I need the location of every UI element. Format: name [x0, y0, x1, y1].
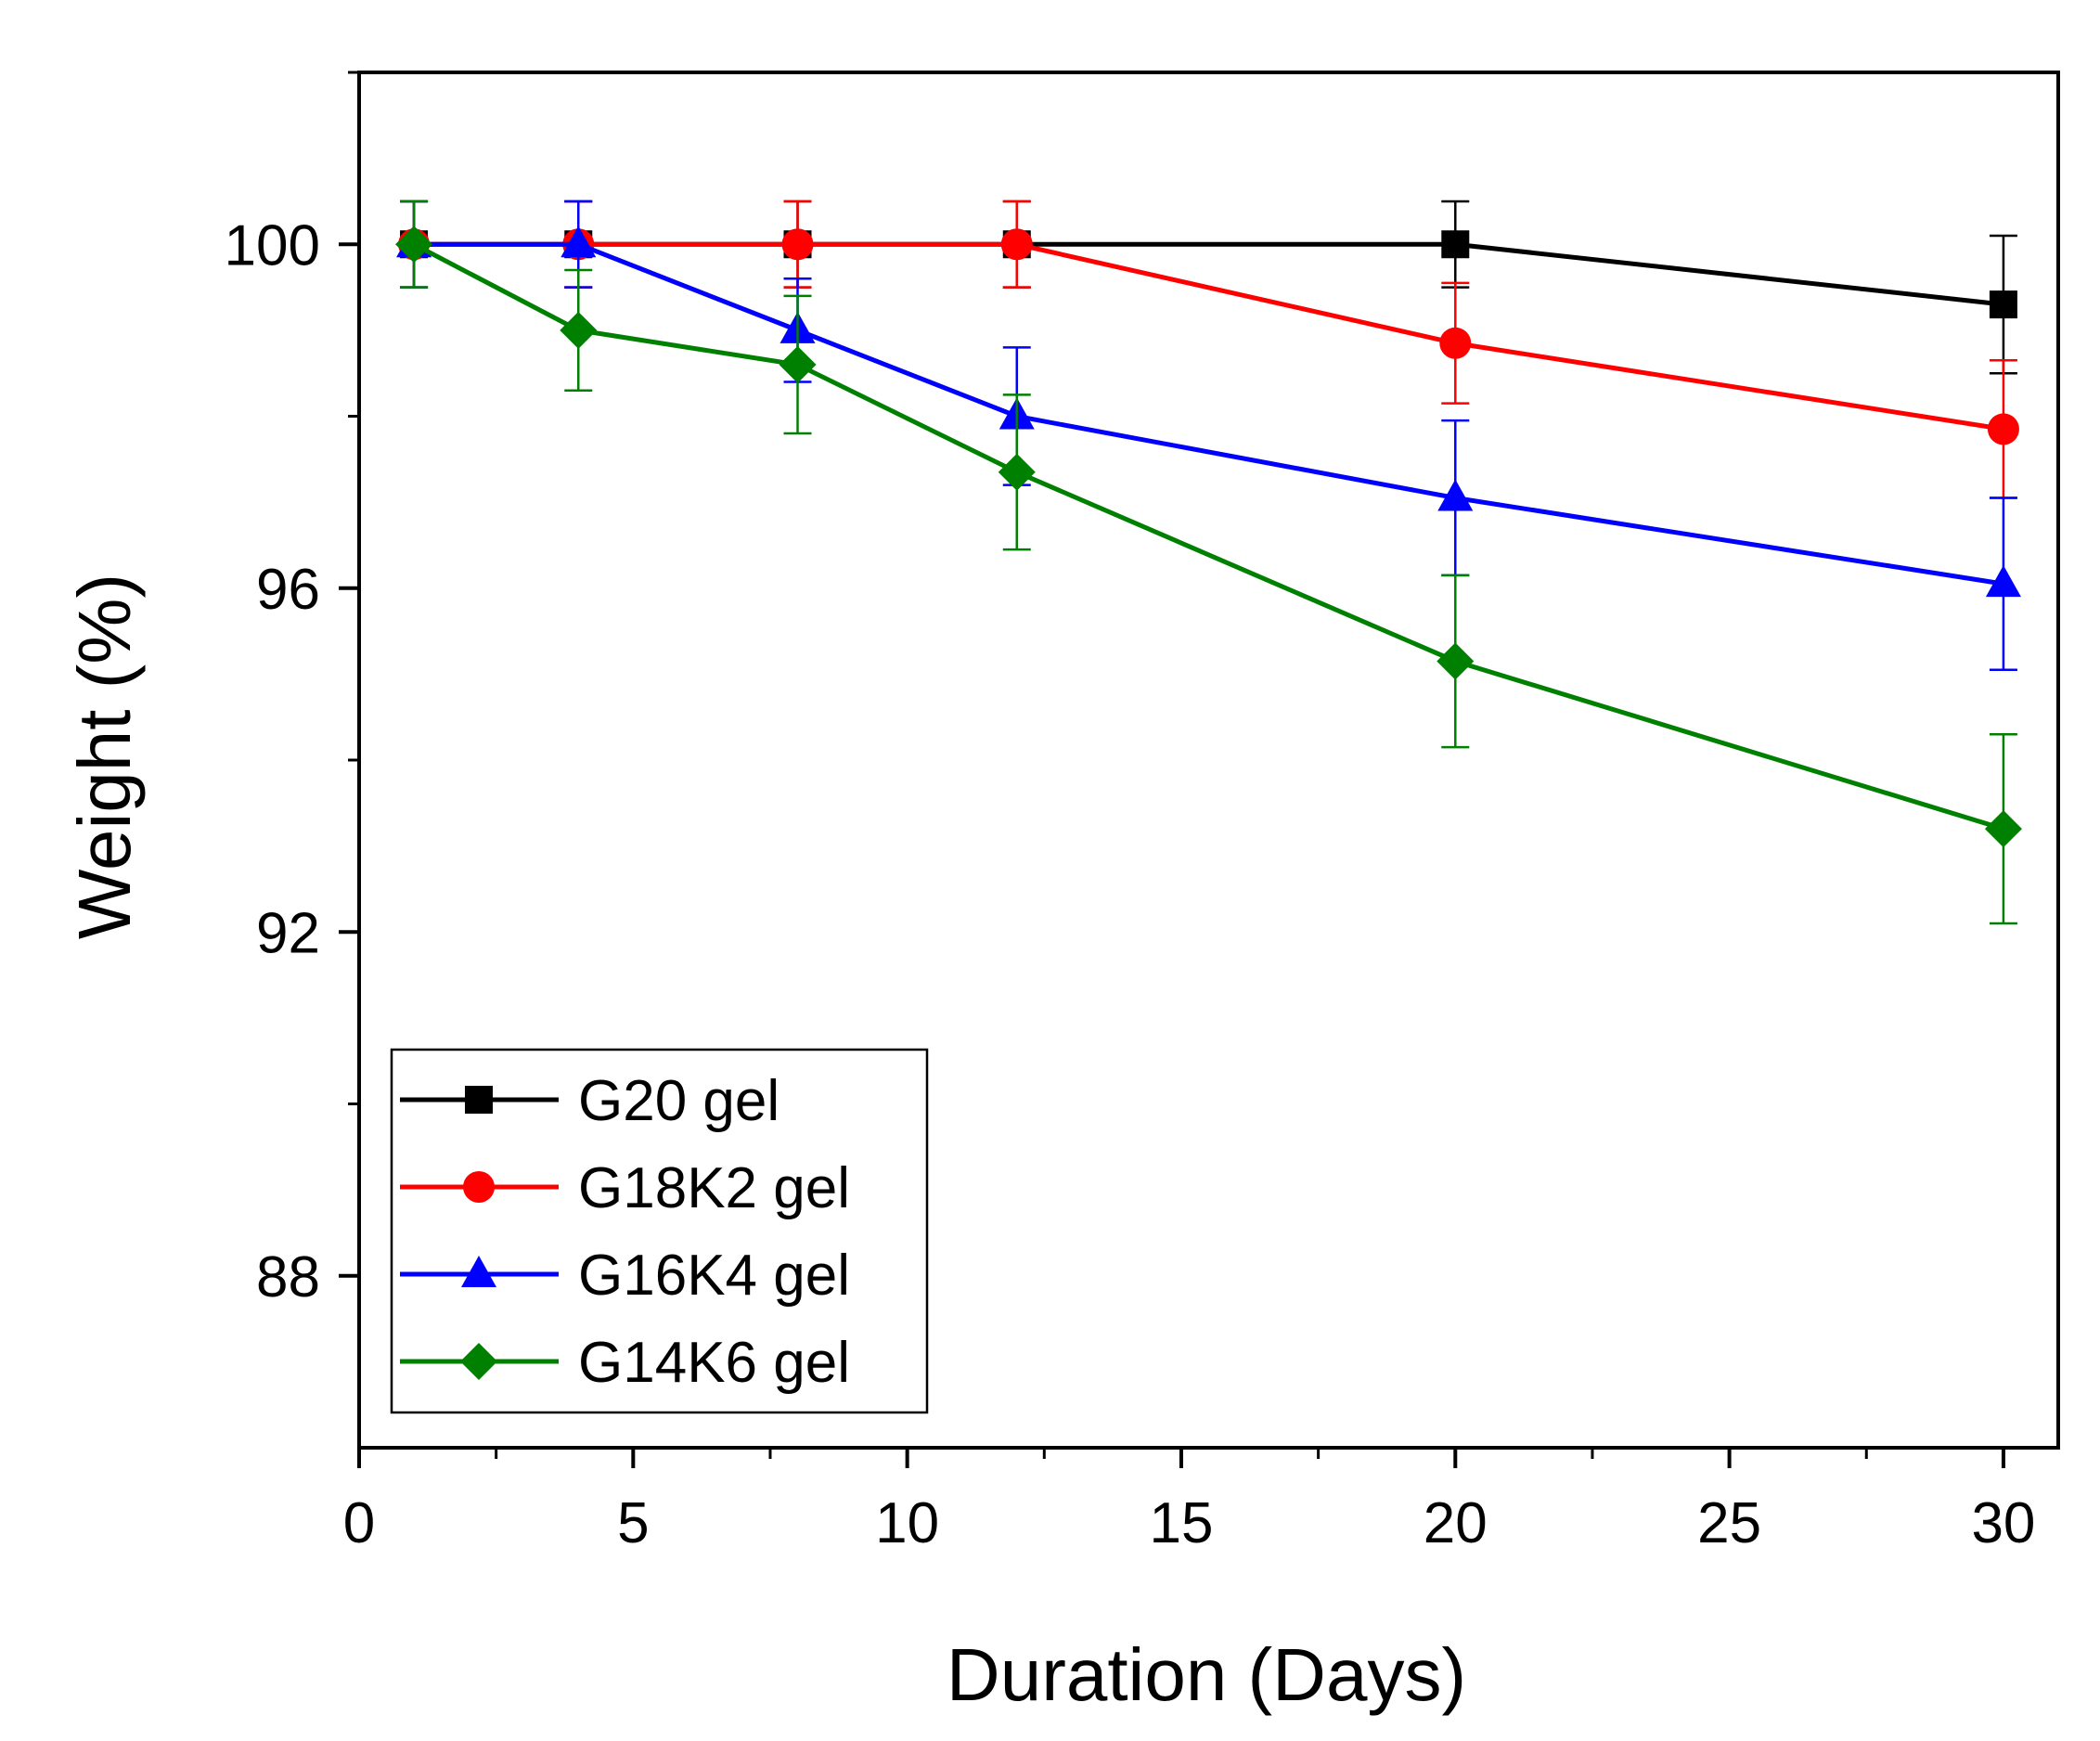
data-point: [1989, 290, 2017, 319]
data-point: [1985, 565, 2021, 598]
series-g16k4-gel: [396, 200, 2021, 671]
x-tick-label: 15: [1149, 1491, 1213, 1555]
series-layer: [395, 200, 2022, 925]
x-axis-title: Duration (Days): [947, 1633, 1466, 1716]
data-point: [560, 226, 597, 258]
legend-item-g16k4-gel: G16K4 gel: [400, 1244, 850, 1308]
data-point: [998, 453, 1036, 491]
legend-marker: [465, 1086, 493, 1114]
x-tick-label: 10: [875, 1491, 939, 1555]
x-tick-label: 25: [1697, 1491, 1761, 1555]
y-tick-label: 100: [225, 213, 320, 277]
legend-label: G16K4 gel: [578, 1244, 850, 1308]
legend-label: G14K6 gel: [578, 1331, 850, 1395]
legend-marker: [463, 1171, 495, 1203]
legend-item-g20-gel: G20 gel: [400, 1069, 779, 1133]
data-point: [395, 226, 433, 264]
y-axis-title: Weight (%): [63, 574, 146, 939]
data-point: [1441, 230, 1470, 259]
data-point: [1984, 810, 2022, 848]
series-line: [412, 242, 2004, 832]
x-tick-label: 0: [343, 1491, 375, 1555]
legend-label: G20 gel: [578, 1069, 779, 1133]
legend-marker: [460, 1343, 497, 1380]
data-point: [1439, 327, 1472, 359]
data-point: [1000, 228, 1033, 261]
data-point: [1437, 642, 1475, 680]
legend-item-g18k2-gel: G18K2 gel: [400, 1156, 850, 1220]
data-point: [781, 228, 814, 261]
legend-item-g14k6-gel: G14K6 gel: [400, 1331, 850, 1395]
data-point: [779, 345, 817, 383]
axes: 0 5 10 15 20 25 30 88 92 96 100: [225, 71, 2060, 1555]
legend-marker: [461, 1256, 496, 1287]
x-tick-label: 30: [1971, 1491, 2035, 1555]
y-tick-label: 92: [256, 901, 320, 965]
legend: G20 gel G18K2 gel G16K4 gel G14K6 gel: [390, 1048, 929, 1414]
y-tick-label: 96: [256, 558, 320, 622]
series-line: [414, 241, 2004, 587]
x-tick-label: 5: [617, 1491, 649, 1555]
x-tick-label: 20: [1424, 1491, 1488, 1555]
y-tick-label: 88: [256, 1245, 320, 1309]
data-point: [1437, 479, 1474, 511]
data-point: [1987, 413, 2019, 445]
data-point: [560, 311, 598, 349]
series-g14k6-gel: [395, 200, 2022, 925]
legend-label: G18K2 gel: [578, 1156, 850, 1220]
